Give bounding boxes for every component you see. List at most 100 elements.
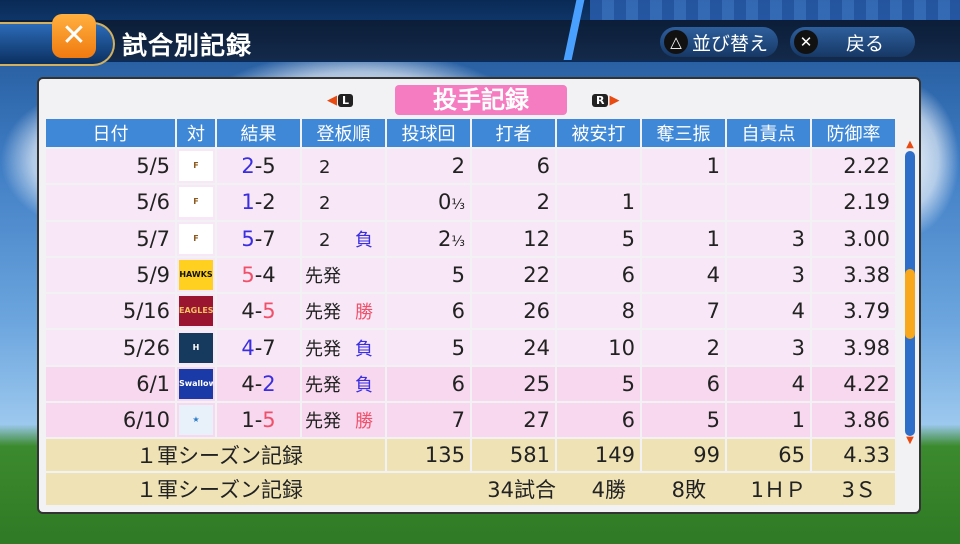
column-header: 登板順 [302, 119, 385, 147]
table-row[interactable]: 5/9 HAWKS 5-4 先発 5 22 6 4 3 3.38 [46, 257, 895, 293]
season-summary-row: １軍シーズン記録 34試合 4勝 8敗 1ＨＰ 3Ｓ [46, 473, 895, 506]
stat-bf: 2 [472, 185, 555, 220]
stat-er [727, 185, 810, 220]
prev-tab-button[interactable]: ◀ L [327, 93, 354, 108]
team-logo: Swallows [179, 368, 213, 399]
result: 4-2 [217, 366, 300, 402]
order: 2 [319, 193, 331, 215]
back-button[interactable]: ✕ 戻る [790, 27, 915, 57]
stat-er: 3 [727, 330, 810, 365]
score-1: 5 [241, 226, 255, 251]
season-h: 149 [557, 439, 640, 472]
date: 5/5 [46, 149, 175, 184]
column-header: 被安打 [557, 119, 640, 147]
stat-era: 3.38 [812, 257, 895, 293]
score-2: 7 [262, 226, 276, 251]
team-logo: EAGLES [179, 296, 213, 327]
column-header: 打者 [472, 119, 555, 147]
season-er: 65 [727, 439, 810, 472]
stat-er [727, 149, 810, 184]
score-2: 5 [262, 154, 276, 179]
column-header: 結果 [217, 119, 300, 147]
innings-pitched: 7 [387, 403, 470, 438]
stat-er: 3 [727, 221, 810, 256]
stat-h: 6 [557, 257, 640, 293]
season-ip: 135 [387, 439, 470, 472]
stat-bf: 25 [472, 366, 555, 402]
innings-pitched: 5 [387, 330, 470, 365]
season-bf: 581 [472, 439, 555, 472]
table-row[interactable]: 5/5 F 2-5 2 2 6 1 2.22 [46, 149, 895, 184]
innings-pitched: 0⅓ [387, 185, 470, 220]
tab-row: ◀ L 投手記録 R ▶ [39, 83, 919, 115]
stat-bf: 26 [472, 294, 555, 329]
score-2: 5 [262, 408, 276, 433]
score-1: 4 [241, 335, 255, 360]
stat-h: 8 [557, 294, 640, 329]
table-row[interactable]: 5/6 F 1-2 2 0⅓ 2 1 2.19 [46, 185, 895, 220]
innings-pitched: 5 [387, 257, 470, 293]
date: 5/6 [46, 185, 175, 220]
table-row[interactable]: 6/10 ★ 1-5 先発勝 7 27 6 5 1 3.86 [46, 403, 895, 438]
column-header: 防御率 [812, 119, 895, 147]
table-row[interactable]: 5/26 H 4-7 先発負 5 24 10 2 3 3.98 [46, 330, 895, 365]
page-title: 試合別記録 [122, 31, 253, 60]
column-header: 自責点 [727, 119, 810, 147]
stat-bf: 27 [472, 403, 555, 438]
stat-so: 4 [642, 257, 725, 293]
table-row[interactable]: 5/16 EAGLES 4-5 先発勝 6 26 8 7 4 3.79 [46, 294, 895, 329]
table-row[interactable]: 5/7 F 5-7 2 負 2⅓ 12 5 1 3 3.00 [46, 221, 895, 256]
order: 先発 [305, 302, 341, 324]
order: 2 [319, 229, 331, 251]
score-2: 7 [262, 335, 276, 360]
appearance-order: 2 [302, 185, 385, 220]
order: 先発 [305, 266, 341, 288]
season-losses: 8敗 [671, 478, 706, 503]
records-table: 日付対結果 登板順 投球回 打者 被安打 奪三振 自責点 防御率 5/5 F 2-5 2 2 6 1 2.2… [44, 117, 897, 507]
stat-era: 4.22 [812, 366, 895, 402]
season-summary: １軍シーズン記録 34試合 4勝 8敗 1ＨＰ 3Ｓ [46, 474, 895, 504]
order: 先発 [305, 374, 341, 396]
result: 5-4 [217, 257, 300, 293]
stat-bf: 22 [472, 257, 555, 293]
scrollbar[interactable]: ▲ ▼ [903, 139, 917, 447]
season-so: 99 [642, 439, 725, 472]
tab-pitching-records[interactable]: 投手記録 [395, 85, 567, 115]
season-saves: 3Ｓ [841, 478, 876, 503]
order: 先発 [305, 338, 341, 360]
result: 4-7 [217, 330, 300, 365]
back-label: 戻る [846, 32, 885, 55]
result: 4-5 [217, 294, 300, 329]
stat-er: 3 [727, 257, 810, 293]
next-tab-button[interactable]: R ▶ [592, 93, 619, 108]
arrow-left-icon: ◀ [327, 93, 337, 108]
date: 6/10 [46, 403, 175, 438]
ip-whole: 6 [451, 371, 465, 396]
stat-era: 3.79 [812, 294, 895, 329]
decision: 負 [355, 338, 373, 360]
result: 2-5 [217, 149, 300, 184]
date: 5/9 [46, 257, 175, 293]
result: 1-2 [217, 185, 300, 220]
team-logo: F [179, 151, 213, 182]
stat-era: 3.00 [812, 221, 895, 256]
score-1: 4 [241, 299, 255, 324]
innings-pitched: 6 [387, 366, 470, 402]
scroll-thumb[interactable] [905, 269, 915, 339]
column-header: 対 [177, 119, 215, 147]
stat-so: 2 [642, 330, 725, 365]
season-label: １軍シーズン記録 [46, 439, 385, 472]
sort-button[interactable]: △ 並び替え [660, 27, 779, 57]
column-header: 日付 [46, 119, 175, 147]
stat-bf: 12 [472, 221, 555, 256]
stat-so: 1 [642, 149, 725, 184]
appearance-order: 先発負 [302, 330, 385, 365]
scroll-down-icon[interactable]: ▼ [906, 435, 914, 446]
order: 先発 [305, 411, 341, 433]
scroll-up-icon[interactable]: ▲ [906, 139, 914, 150]
score-1: 2 [241, 154, 255, 179]
l-key-icon: L [338, 94, 354, 107]
stat-bf: 24 [472, 330, 555, 365]
appearance-order: 先発 [302, 257, 385, 293]
